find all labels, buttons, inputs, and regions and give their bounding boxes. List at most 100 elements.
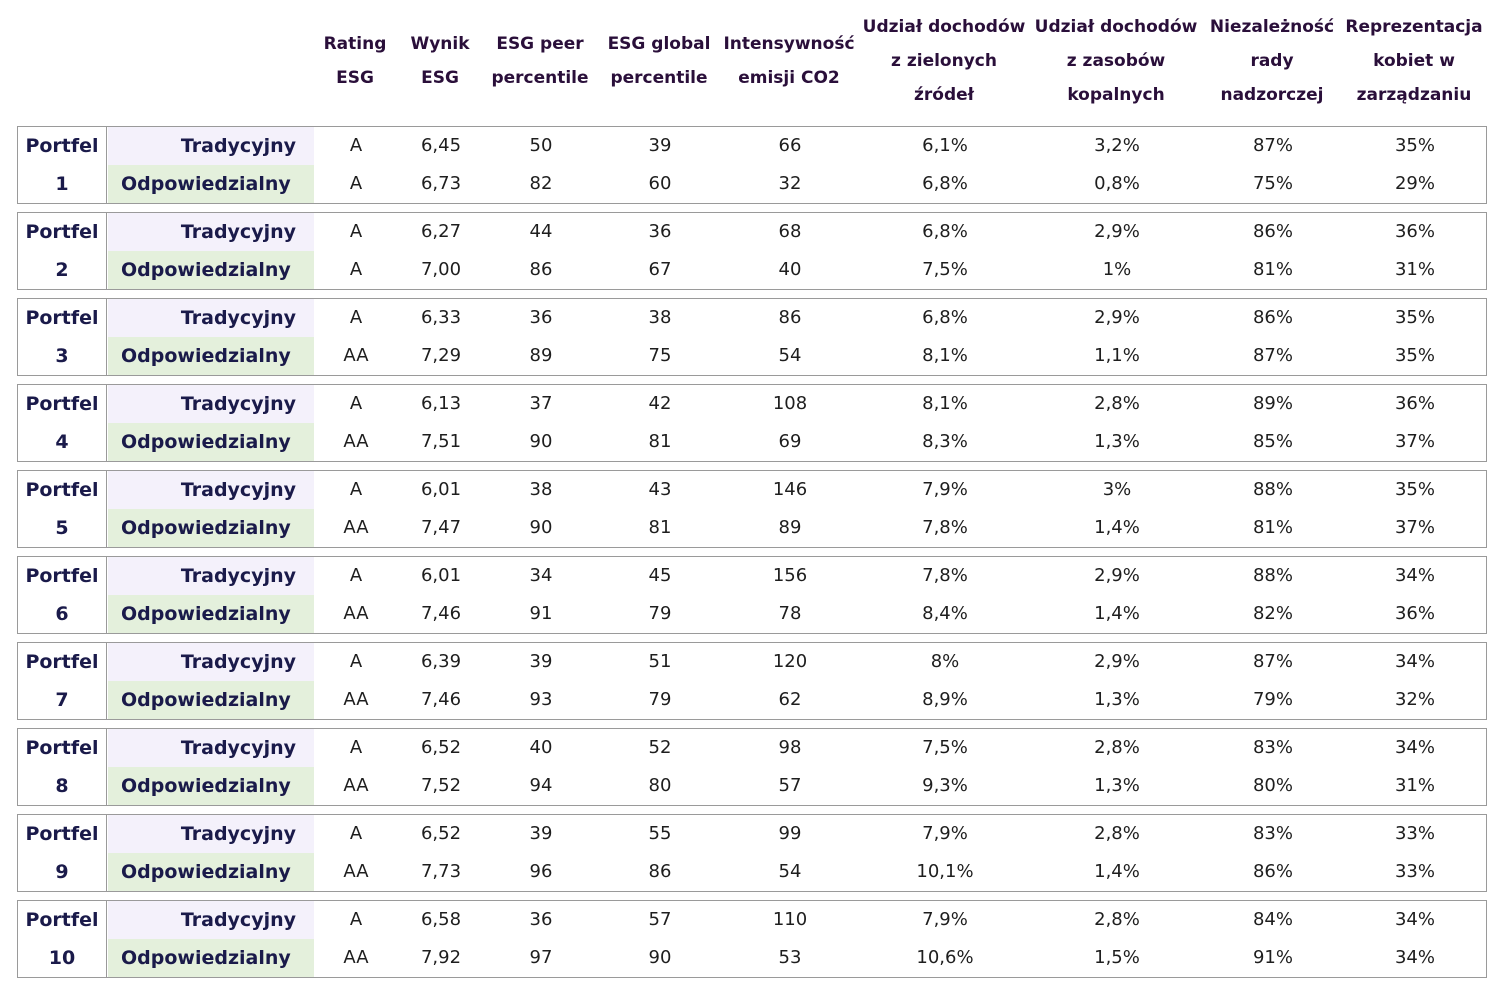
table-cell: 96 (529, 861, 553, 882)
table-cell: 82% (1252, 603, 1293, 624)
table-cell: 6,8% (922, 221, 968, 242)
table-cell: 31% (1394, 775, 1435, 796)
column-header-line: kopalnych (1067, 85, 1165, 105)
table-cell: 39 (529, 823, 553, 844)
table-cell: 60 (648, 173, 672, 194)
table-cell: AA (343, 861, 369, 882)
table-row: A 6,39 39 51 120 8% 2,9% 87% 34% (18, 643, 1488, 681)
table-cell: 1,4% (1094, 861, 1140, 882)
table-cell: 146 (772, 479, 808, 500)
table-cell: 38 (648, 307, 672, 328)
portfolio-word: Portfel (25, 651, 99, 673)
table-cell: 89% (1252, 393, 1293, 414)
table-cell: 1,3% (1094, 775, 1140, 796)
portfolio-number: 8 (55, 775, 69, 797)
portfolio-number: 7 (55, 689, 69, 711)
column-header-7: Udział dochodów z zasobów kopalnych (1026, 0, 1206, 122)
column-header-line: rady (1250, 51, 1294, 71)
table-cell: 36 (529, 307, 553, 328)
table-row: AA 7,47 90 81 89 7,8% 1,4% 81% 37% (18, 509, 1488, 547)
row-label-responsible: Odpowiedzialny (108, 509, 314, 547)
table-cell: 36% (1394, 221, 1435, 242)
table-cell: 36% (1394, 603, 1435, 624)
row-label-traditional: Tradycyjny (108, 901, 314, 939)
column-header-line: ESG (336, 68, 374, 88)
portfolio-label: Portfel 10 (18, 901, 107, 977)
table-cell: 39 (529, 651, 553, 672)
table-cell: 75% (1252, 173, 1293, 194)
table-cell: 8,9% (922, 689, 968, 710)
table-cell: 7,00 (420, 259, 462, 280)
table-cell: 8% (930, 651, 960, 672)
table-cell: 1,5% (1094, 947, 1140, 968)
portfolio-word: Portfel (25, 393, 99, 415)
table-cell: 110 (772, 909, 808, 930)
portfolio-label: Portfel 8 (18, 729, 107, 805)
table-cell: 40 (778, 259, 802, 280)
table-cell: AA (343, 603, 369, 624)
table-cell: 37% (1394, 431, 1435, 452)
portfolio-label: Portfel 2 (18, 213, 107, 289)
table-cell: 36 (529, 909, 553, 930)
table-cell: 66 (778, 135, 802, 156)
table-cell: 90 (648, 947, 672, 968)
table-cell: 34 (529, 565, 553, 586)
table-cell: 97 (529, 947, 553, 968)
table-cell: 7,5% (922, 737, 968, 758)
table-cell: 1,4% (1094, 603, 1140, 624)
table-cell: 68 (778, 221, 802, 242)
table-cell: 87% (1252, 345, 1293, 366)
table-cell: 81% (1252, 517, 1293, 538)
column-header-line: Udział dochodów (1034, 17, 1198, 37)
table-cell: 7,8% (922, 517, 968, 538)
row-label-responsible: Odpowiedzialny (108, 165, 314, 203)
table-cell: 7,29 (420, 345, 462, 366)
portfolio-group-2: Portfel 2 Tradycyjny A 6,27 44 36 68 6,8% 2,9% 86%… (17, 212, 1487, 290)
table-cell: A (349, 479, 363, 500)
table-cell: 29% (1394, 173, 1435, 194)
column-header-1: Rating ESG (265, 0, 445, 122)
table-cell: A (349, 307, 363, 328)
table-cell: 79 (648, 689, 672, 710)
table-cell: A (349, 909, 363, 930)
table-cell: 6,52 (420, 823, 462, 844)
table-cell: 7,9% (922, 823, 968, 844)
table-cell: 91 (529, 603, 553, 624)
table-cell: 83% (1252, 823, 1293, 844)
table-cell: 33% (1394, 823, 1435, 844)
table-cell: A (349, 651, 363, 672)
portfolio-word: Portfel (25, 479, 99, 501)
portfolio-label: Portfel 5 (18, 471, 107, 547)
column-header-5: Intensywność emisji CO2 (699, 0, 879, 122)
table-cell: 6,33 (420, 307, 462, 328)
table-cell: 52 (648, 737, 672, 758)
table-cell: 37 (529, 393, 553, 414)
column-header-line: emisji CO2 (738, 68, 840, 88)
table-cell: 62 (778, 689, 802, 710)
portfolio-word: Portfel (25, 909, 99, 931)
portfolio-number: 9 (55, 861, 69, 883)
table-row: A 6,58 36 57 110 7,9% 2,8% 84% 34% (18, 901, 1488, 939)
table-cell: 35% (1394, 479, 1435, 500)
table-cell: 10,6% (916, 947, 974, 968)
column-header-line: źródeł (914, 85, 974, 105)
row-label-responsible: Odpowiedzialny (108, 423, 314, 461)
table-cell: 0,8% (1094, 173, 1140, 194)
table-cell: 8,3% (922, 431, 968, 452)
table-cell: 83% (1252, 737, 1293, 758)
table-cell: 45 (648, 565, 672, 586)
table-cell: 6,58 (420, 909, 462, 930)
table-cell: 32 (778, 173, 802, 194)
table-cell: 89 (778, 517, 802, 538)
portfolio-group-1: Portfel 1 Tradycyjny A 6,45 50 39 66 6,1% 3,2% 87%… (17, 126, 1487, 204)
table-row: AA 7,29 89 75 54 8,1% 1,1% 87% 35% (18, 337, 1488, 375)
table-cell: 2,9% (1094, 651, 1140, 672)
table-cell: 6,8% (922, 173, 968, 194)
table-cell: A (349, 259, 363, 280)
portfolio-group-5: Portfel 5 Tradycyjny A 6,01 38 43 146 7,9% 3% 88% 3… (17, 470, 1487, 548)
table-cell: 99 (778, 823, 802, 844)
table-cell: 3,2% (1094, 135, 1140, 156)
portfolio-word: Portfel (25, 823, 99, 845)
column-header-4: ESG global percentile (569, 0, 749, 122)
table-cell: 6,01 (420, 565, 462, 586)
